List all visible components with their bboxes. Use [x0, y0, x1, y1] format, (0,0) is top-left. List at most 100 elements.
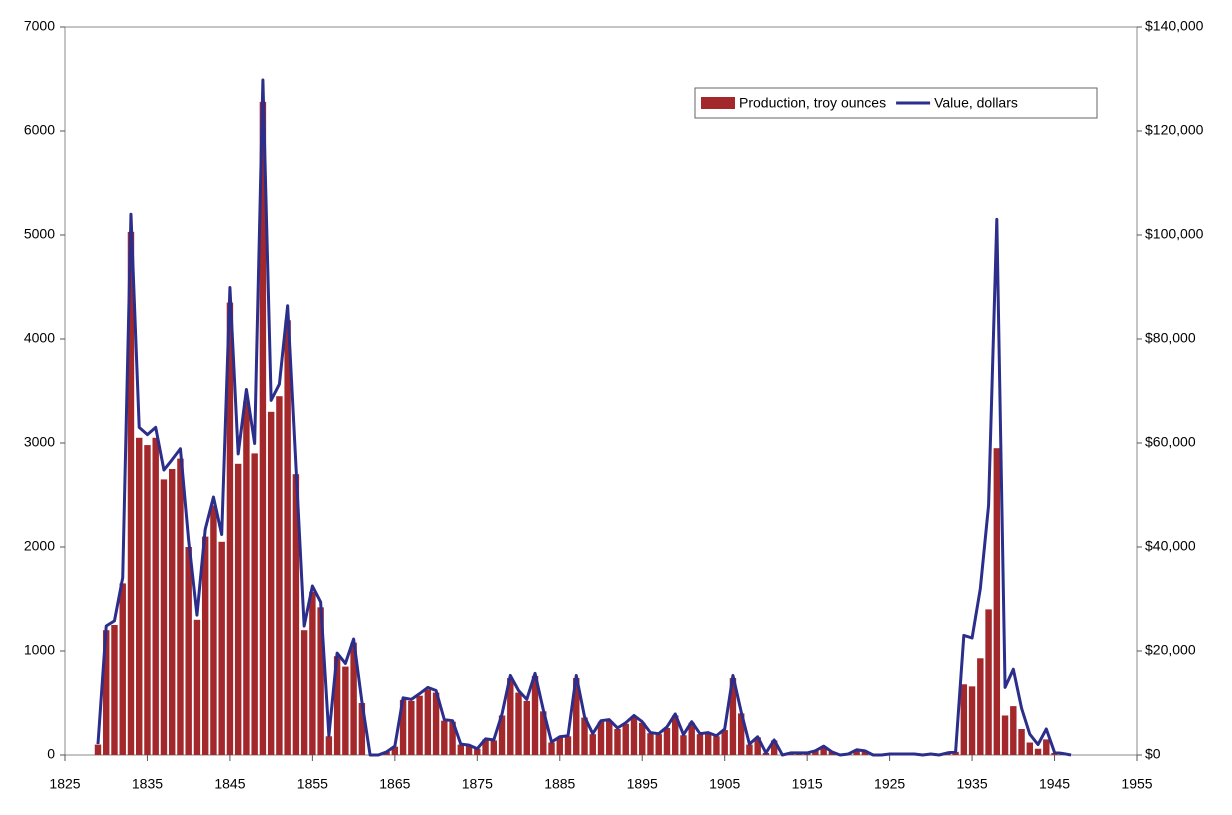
y2-tick-label: $100,000	[1145, 226, 1204, 242]
bar	[498, 715, 506, 755]
x-tick-label: 1855	[297, 776, 328, 792]
bar	[671, 715, 679, 755]
bar	[630, 716, 638, 755]
bar	[573, 678, 580, 755]
value-line	[96, 78, 1072, 757]
bar	[350, 642, 357, 755]
bar	[721, 730, 728, 755]
bar	[655, 734, 662, 755]
bar	[127, 231, 135, 755]
y-tick-label: 1000	[24, 642, 55, 658]
bar	[729, 678, 737, 755]
y2-tick-label: $140,000	[1145, 18, 1204, 34]
bar	[441, 720, 448, 755]
bar	[309, 591, 316, 755]
bar	[292, 474, 300, 755]
bar	[614, 729, 621, 755]
bar	[564, 736, 572, 755]
y2-tick-label: $40,000	[1145, 538, 1196, 554]
bar	[408, 700, 415, 755]
bar	[1043, 739, 1050, 755]
bar	[977, 658, 984, 755]
x-tick-label: 1955	[1121, 776, 1152, 792]
bar	[812, 750, 819, 755]
y-tick-label: 3000	[24, 434, 55, 450]
bar	[218, 541, 225, 755]
bar	[1001, 715, 1009, 755]
bar	[861, 750, 869, 755]
x-tick-label: 1875	[462, 776, 493, 792]
x-tick-label: 1895	[627, 776, 658, 792]
bar	[144, 445, 151, 755]
bar	[201, 536, 209, 755]
x-tick-label: 1845	[214, 776, 245, 792]
bar	[597, 721, 605, 755]
bar	[853, 749, 860, 755]
bar	[1051, 752, 1058, 755]
legend-label: Production, troy ounces	[739, 95, 886, 111]
bar	[358, 703, 366, 755]
bar	[993, 448, 1001, 755]
bar	[152, 437, 159, 755]
x-tick-label: 1915	[792, 776, 823, 792]
x-tick-label: 1835	[132, 776, 163, 792]
bar	[507, 678, 514, 755]
bar	[177, 458, 184, 755]
bar	[581, 717, 588, 755]
bar	[754, 737, 761, 755]
bar	[317, 607, 324, 755]
bar	[325, 736, 333, 755]
bar	[135, 437, 143, 755]
bar	[399, 699, 407, 755]
bar	[449, 721, 456, 755]
bar	[1026, 742, 1034, 755]
bar	[276, 396, 283, 755]
y2-tick-label: $120,000	[1145, 122, 1204, 138]
x-tick-label: 1925	[874, 776, 905, 792]
bar	[663, 727, 671, 755]
bar	[704, 733, 712, 755]
y-tick-label: 5000	[24, 226, 55, 242]
bar	[523, 700, 531, 755]
bar	[647, 733, 654, 755]
bar	[465, 745, 473, 755]
bar	[515, 692, 522, 755]
bar	[639, 722, 646, 755]
bar	[94, 744, 102, 755]
x-tick-label: 1825	[49, 776, 80, 792]
bar	[960, 684, 968, 755]
bar	[968, 686, 976, 755]
bar	[160, 479, 168, 755]
bar	[251, 453, 258, 755]
y-tick-label: 0	[47, 746, 55, 762]
bar	[234, 463, 242, 755]
bar	[1034, 748, 1042, 755]
bar	[300, 630, 308, 755]
bar	[103, 630, 110, 755]
bar	[193, 619, 201, 755]
x-tick-label: 1945	[1039, 776, 1070, 792]
bar	[482, 739, 489, 755]
y-tick-label: 2000	[24, 538, 55, 554]
x-tick-label: 1935	[956, 776, 987, 792]
bar	[556, 737, 563, 755]
bar	[540, 711, 547, 755]
bar	[333, 656, 341, 755]
legend-box	[694, 87, 1098, 119]
bar	[342, 666, 349, 755]
bar	[432, 692, 440, 755]
bar	[589, 734, 596, 755]
bar	[210, 505, 217, 755]
bar	[713, 736, 720, 755]
x-tick-label: 1865	[379, 776, 410, 792]
bar	[820, 746, 827, 755]
bar	[119, 583, 126, 755]
bar	[1010, 706, 1017, 755]
bar	[770, 740, 778, 755]
legend-swatch	[701, 97, 735, 109]
bar	[531, 675, 539, 755]
bar	[424, 689, 432, 755]
bar	[985, 609, 992, 755]
bar	[746, 744, 753, 755]
x-tick-label: 1885	[544, 776, 575, 792]
